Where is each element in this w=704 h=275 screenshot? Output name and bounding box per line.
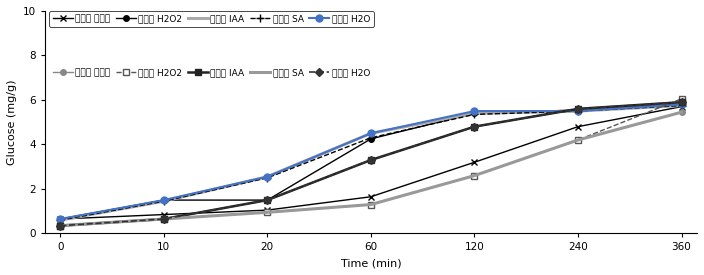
소담찰 IAA [367,158,375,162]
소담찰 IAA [160,217,168,221]
Line: 남풀찰 대조군: 남풀찰 대조군 [57,103,685,222]
남풀찰 SA [263,176,272,180]
소담찰 IAA [470,125,479,128]
남풀찰 IAA [677,104,686,107]
남풀찰 H2O2 [56,217,64,221]
남풀찰 대조군 [160,213,168,216]
남풀찰 대조군 [470,161,479,164]
소담찰 H2O [56,224,64,227]
소담찰 H2O2 [367,203,375,206]
소담찰 SA [677,111,686,114]
남풀찰 IAA [367,132,375,135]
소담찰 IAA [677,101,686,104]
남풀찰 H2O [160,199,168,202]
소담찰 H2O2 [574,138,582,142]
소담찰 대조군 [367,203,375,206]
남풀찰 SA [367,136,375,139]
남풀찰 SA [574,109,582,113]
소담찰 H2O [677,101,686,104]
남풀찰 IAA [160,200,168,203]
남풀찰 IAA [56,218,64,222]
Legend: 소담찰 대조군, 소담찰 H2O2, 소담찰 IAA, 소담찰 SA, 소담찰 H2O: 소담찰 대조군, 소담찰 H2O2, 소담찰 IAA, 소담찰 SA, 소담찰 … [49,64,374,81]
소담찰 SA [56,224,64,227]
남풀찰 대조군 [677,105,686,108]
소담찰 대조군 [470,174,479,177]
남풀찰 SA [160,200,168,203]
소담찰 H2O [470,125,479,128]
남풀찰 H2O [470,109,479,113]
남풀찰 H2O2 [574,108,582,112]
소담찰 IAA [574,107,582,111]
Line: 소담찰 H2O2: 소담찰 H2O2 [58,96,684,229]
Line: 남풀찰 H2O: 남풀찰 H2O [57,101,685,222]
소담찰 대조군 [160,217,168,221]
소담찰 SA [470,174,479,177]
Line: 소담찰 SA: 소담찰 SA [60,112,681,226]
Y-axis label: Glucose (mg/g): Glucose (mg/g) [7,79,17,165]
소담찰 H2O [574,107,582,111]
남풀찰 H2O2 [677,103,686,106]
소담찰 H2O2 [56,224,64,227]
남풀찰 대조군 [574,125,582,128]
Line: 소담찰 H2O: 소담찰 H2O [58,99,684,229]
소담찰 H2O [263,199,272,202]
남풀찰 H2O2 [160,199,168,202]
Line: 남풀찰 SA: 남풀찰 SA [56,101,686,224]
소담찰 H2O [160,217,168,221]
남풀찰 H2O2 [367,137,375,141]
Line: 남풀찰 IAA: 남풀찰 IAA [60,106,681,220]
남풀찰 H2O2 [263,199,272,202]
남풀찰 H2O [367,132,375,135]
남풀찰 H2O [677,103,686,106]
소담찰 IAA [263,199,272,202]
소담찰 SA [263,211,272,214]
남풀찰 H2O [56,217,64,221]
X-axis label: Time (min): Time (min) [341,258,401,268]
남풀찰 SA [677,104,686,107]
소담찰 H2O2 [160,217,168,221]
소담찰 SA [160,217,168,221]
남풀찰 H2O2 [470,112,479,115]
남풀찰 SA [470,113,479,116]
Line: 소담찰 IAA: 소담찰 IAA [57,99,685,229]
소담찰 H2O2 [263,211,272,214]
소담찰 대조군 [263,211,272,214]
남풀찰 대조군 [263,208,272,212]
Line: 남풀찰 H2O2: 남풀찰 H2O2 [58,102,684,222]
남풀찰 대조군 [56,217,64,221]
소담찰 H2O2 [470,174,479,177]
남풀찰 IAA [470,112,479,115]
소담찰 대조군 [677,111,686,114]
소담찰 SA [574,138,582,142]
소담찰 H2O2 [677,97,686,100]
남풀찰 IAA [574,109,582,113]
남풀찰 대조군 [367,195,375,198]
소담찰 대조군 [574,138,582,142]
남풀찰 SA [56,218,64,222]
소담찰 IAA [56,224,64,227]
소담찰 H2O [367,158,375,162]
소담찰 SA [367,203,375,206]
소담찰 대조군 [56,224,64,227]
남풀찰 H2O [574,109,582,113]
남풀찰 IAA [263,175,272,178]
남풀찰 H2O [263,175,272,178]
Line: 소담찰 대조군: 소담찰 대조군 [58,109,684,229]
